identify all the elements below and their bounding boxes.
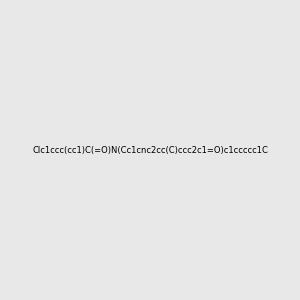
Text: Clc1ccc(cc1)C(=O)N(Cc1cnc2cc(C)ccc2c1=O)c1ccccc1C: Clc1ccc(cc1)C(=O)N(Cc1cnc2cc(C)ccc2c1=O)…	[32, 146, 268, 154]
